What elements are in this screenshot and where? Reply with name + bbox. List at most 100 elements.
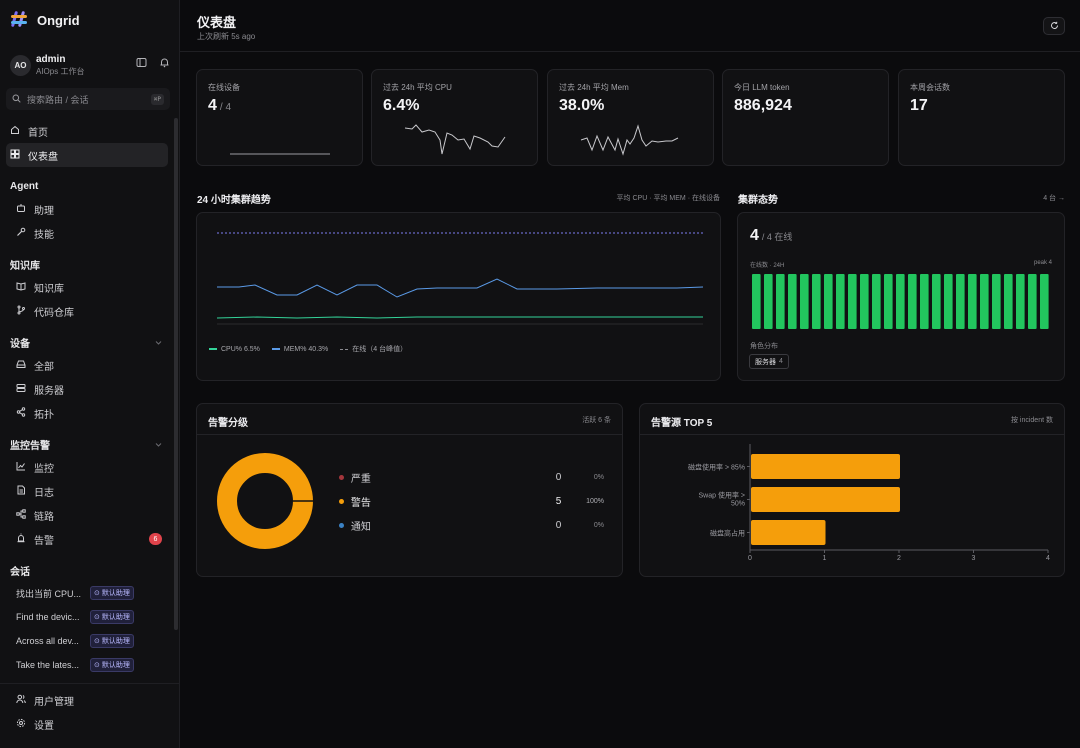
section-monitoring[interactable]: 监控告警 [0, 433, 174, 455]
x-tick-label: 2 [897, 555, 901, 562]
conversation-title: 找出当前 CPU... [16, 588, 82, 599]
sidebar-item-label: 拓扑 [34, 409, 54, 421]
chevron-down-icon[interactable] [155, 440, 162, 451]
severity-row-info[interactable]: 通知 0 0% [339, 518, 604, 533]
chevron-down-icon[interactable] [155, 338, 162, 349]
trend-legend: CPU% 6.5% MEM% 40.3% 在线（4 台峰值） [209, 344, 407, 354]
bar-1[interactable] [751, 487, 900, 512]
online-bar [944, 274, 953, 329]
refresh-button[interactable] [1043, 17, 1065, 35]
workflow-icon [16, 508, 26, 522]
sidebar-item-logs[interactable]: 日志 [6, 479, 168, 503]
avatar[interactable]: AO [10, 54, 31, 76]
stat-value: 4 [208, 97, 217, 114]
page-header: 仪表盘 上次刷新 5s ago [180, 0, 1080, 52]
sidebar-item-tracing[interactable]: 链路 [6, 503, 168, 527]
sidebar-scrollbar[interactable] [174, 118, 178, 630]
search-input[interactable]: 搜索路由 / 会话 ⌘P [6, 88, 170, 110]
sidebar-item-alerts[interactable]: 告警 6 [6, 527, 168, 551]
bars-peak: peak 4 [1033, 260, 1052, 266]
users-icon [16, 694, 26, 707]
bar-0[interactable] [751, 454, 900, 479]
cpu-sparkline [404, 124, 506, 155]
section-conversations: 会话 [10, 566, 30, 578]
legend-cpu-swatch [209, 347, 217, 350]
severity-count: 0 [555, 519, 562, 531]
bell-icon[interactable] [159, 57, 170, 71]
bot-icon: ⊙ [94, 590, 100, 597]
online-bar [992, 274, 1001, 329]
sidebar-scrollbar-thumb[interactable] [174, 118, 178, 630]
donut-slice-warning [217, 453, 313, 549]
conversation-title: Take the lates... [16, 660, 80, 670]
severity-dot [339, 522, 344, 528]
sidebar-toggle-icon[interactable] [136, 57, 147, 71]
online-bar [1016, 274, 1025, 329]
mem-line [217, 278, 704, 298]
section-label: 监控告警 [10, 440, 50, 452]
legend-cpu: CPU% 6.5% [209, 346, 260, 353]
sidebar-item-home[interactable]: 首页 [6, 119, 168, 143]
role-tag-label: 服务器 [755, 358, 776, 366]
sidebar-item-assistant[interactable]: 助理 [6, 197, 168, 221]
sidebar-item-label: 技能 [34, 229, 54, 241]
role-tag-count: 4 [779, 358, 783, 365]
severity-title: 告警分级 [208, 418, 248, 429]
app-name: Ongrid [37, 12, 80, 28]
sidebar-item-servers[interactable]: 服务器 [6, 377, 168, 401]
cluster-link[interactable]: 4 台 → [1043, 195, 1065, 202]
sidebar-item-skills[interactable]: 技能 [6, 221, 168, 245]
line-chart-icon [16, 461, 26, 474]
sidebar-item-dashboard[interactable]: 仪表盘 [6, 143, 168, 167]
stat-value: 38.0% [559, 97, 605, 114]
sidebar: Ongrid AO admin AIOps 工作台 搜索路由 / 会话 ⌘P 首… [0, 0, 180, 748]
sidebar-item-settings[interactable]: 设置 [6, 712, 174, 736]
section-devices[interactable]: 设备 [0, 331, 174, 353]
legend-online: 在线（4 台峰值） [340, 344, 407, 354]
severity-row-critical[interactable]: 严重 0 0% [339, 470, 604, 485]
hard-drive-icon [16, 359, 26, 372]
cpu-line [216, 316, 703, 319]
online-bar [800, 274, 809, 329]
online-bar [776, 274, 785, 329]
online-bar [1028, 274, 1037, 329]
bot-icon: ⊙ [94, 638, 100, 645]
y-tick-label-cont: 50% [731, 501, 745, 508]
legend-online-label: 在线（4 台峰值） [352, 346, 408, 353]
severity-row-warning[interactable]: 警告 5 100% [339, 494, 604, 509]
x-tick-label: 3 [972, 555, 976, 562]
sidebar-item-label: 代码仓库 [34, 307, 74, 319]
severity-pct: 100% [586, 497, 604, 505]
top5-note: 按 incident 数 [1010, 417, 1053, 424]
sidebar-item-topology[interactable]: 拓扑 [6, 401, 168, 425]
sidebar-item-monitor[interactable]: 监控 [6, 455, 168, 479]
stat-card-mem: 过去 24h 平均 Mem 38.0% [547, 69, 714, 166]
conversation-item[interactable]: Take the lates... ⊙ 默认助理 [6, 653, 168, 677]
sidebar-item-label: 链路 [34, 511, 54, 523]
x-tick-label: 4 [1046, 555, 1050, 562]
severity-name: 通知 [350, 521, 371, 533]
sidebar-item-knowledge[interactable]: 知识库 [6, 275, 168, 299]
severity-name: 严重 [350, 473, 371, 485]
sidebar-item-label: 仪表盘 [28, 151, 58, 163]
legend-cpu-label: CPU% 6.5% [221, 345, 260, 353]
sidebar-item-all-devices[interactable]: 全部 [6, 353, 168, 377]
conversation-item[interactable]: Find the devic... ⊙ 默认助理 [6, 605, 168, 629]
y-tick-label: 磁盘使用率 > 85% [688, 463, 745, 472]
role-tag[interactable]: 服务器 4 [749, 354, 789, 369]
bar-2[interactable] [751, 520, 826, 545]
chip-label: 默认助理 [101, 662, 130, 669]
sidebar-item-label: 全部 [34, 361, 54, 373]
sidebar-item-users[interactable]: 用户管理 [6, 688, 174, 712]
stat-card-sessions: 本周会话数 17 [898, 69, 1065, 166]
brand[interactable]: Ongrid [10, 10, 80, 30]
cluster-title: 集群态势 [738, 195, 778, 206]
conversation-item[interactable]: Across all dev... ⊙ 默认助理 [6, 629, 168, 653]
severity-head: 告警分级 活跃 6 条 [197, 404, 622, 435]
online-bar [872, 274, 881, 329]
online-bar [932, 274, 941, 329]
sidebar-item-code-repo[interactable]: 代码仓库 [6, 299, 168, 323]
main-content: 仪表盘 上次刷新 5s ago 在线设备 4/ 4 过去 24h 平均 CPU … [180, 0, 1080, 748]
conversation-item[interactable]: 找出当前 CPU... ⊙ 默认助理 [6, 581, 168, 605]
sidebar-item-label: 首页 [28, 127, 48, 139]
